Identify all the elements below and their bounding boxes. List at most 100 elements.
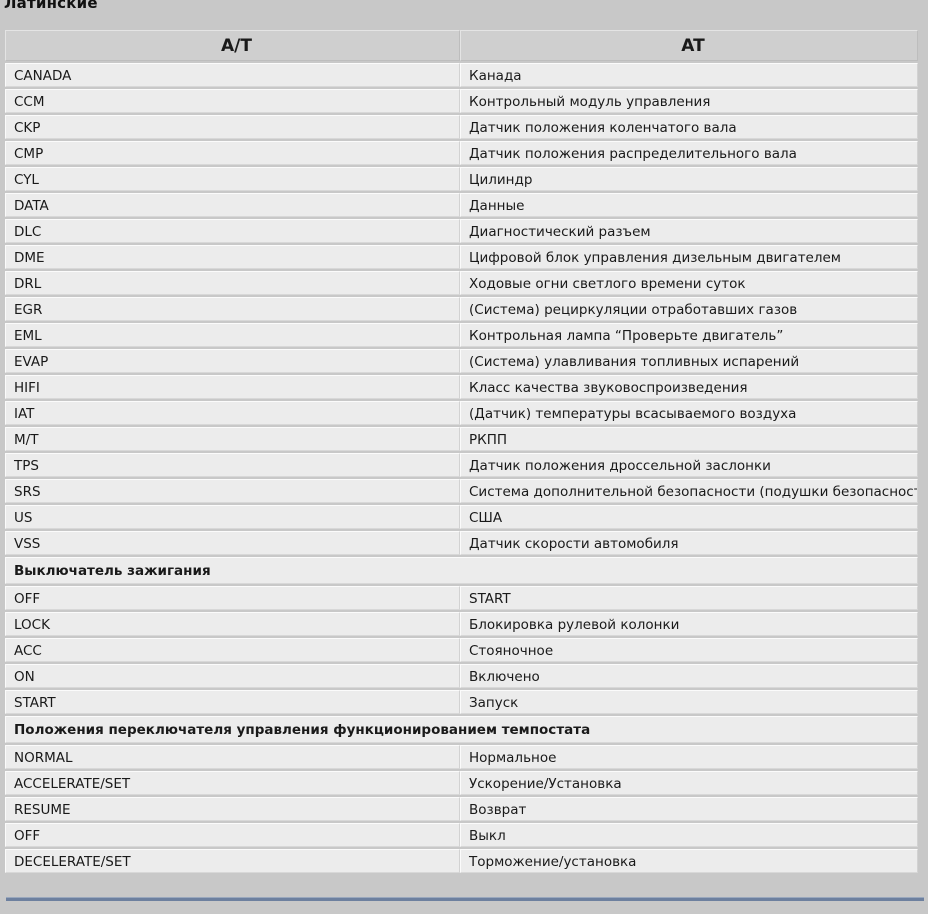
section-header-label: Выключатель зажигания (5, 557, 918, 584)
translation-label: Контрольный модуль управления (460, 89, 918, 113)
term-cell: US (5, 505, 460, 529)
translation-label: Диагностический разъем (460, 219, 918, 243)
term-cell: LOCK (5, 612, 460, 636)
term-cell: DATA (5, 193, 460, 217)
term-cell: OFF (5, 586, 460, 610)
term-label: VSS (5, 531, 460, 555)
term-cell: START (5, 690, 460, 714)
table-row: CCM Контрольный модуль управления (5, 89, 918, 113)
table-header-row: A/T AT (5, 30, 918, 61)
translation-label: Нормальное (460, 745, 918, 769)
term-label: CMP (5, 141, 460, 165)
table-row: DECELERATE/SET Торможение/установка (5, 849, 918, 873)
term-cell: CMP (5, 141, 460, 165)
term-label: ACC (5, 638, 460, 662)
translation-cell: Ускорение/Установка (460, 771, 918, 795)
section-header-row: Выключатель зажигания (5, 557, 918, 584)
translation-label: Выкл (460, 823, 918, 847)
translation-cell: Включено (460, 664, 918, 688)
term-label: DECELERATE/SET (5, 849, 460, 873)
translation-cell: (Система) улавливания топливных испарени… (460, 349, 918, 373)
section-header-cell: Положения переключателя управления функц… (5, 716, 918, 743)
term-label: NORMAL (5, 745, 460, 769)
term-cell: M/T (5, 427, 460, 451)
term-cell: SRS (5, 479, 460, 503)
translation-cell: Цилиндр (460, 167, 918, 191)
term-label: EVAP (5, 349, 460, 373)
translation-label: США (460, 505, 918, 529)
term-label: CANADA (5, 63, 460, 87)
translation-cell: Стояночное (460, 638, 918, 662)
term-cell: EML (5, 323, 460, 347)
translation-label: START (460, 586, 918, 610)
translation-cell: Блокировка рулевой колонки (460, 612, 918, 636)
table-row: ACCELERATE/SET Ускорение/Установка (5, 771, 918, 795)
table-row: LOCK Блокировка рулевой колонки (5, 612, 918, 636)
table-row: CKP Датчик положения коленчатого вала (5, 115, 918, 139)
table-row: M/T РКПП (5, 427, 918, 451)
translation-label: Ускорение/Установка (460, 771, 918, 795)
table-row: ON Включено (5, 664, 918, 688)
section-header-cell: Выключатель зажигания (5, 557, 918, 584)
translation-label: Класс качества звуковоспроизведения (460, 375, 918, 399)
translation-cell: (Система) рециркуляции отработавших газо… (460, 297, 918, 321)
term-cell: CKP (5, 115, 460, 139)
term-cell: ACCELERATE/SET (5, 771, 460, 795)
translation-label: Цифровой блок управления дизельным двига… (460, 245, 918, 269)
table-row: START Запуск (5, 690, 918, 714)
translation-label: Блокировка рулевой колонки (460, 612, 918, 636)
translation-label: (Система) рециркуляции отработавших газо… (460, 297, 918, 321)
translation-cell: Датчик положения дроссельной заслонки (460, 453, 918, 477)
translation-label: (Система) улавливания топливных испарени… (460, 349, 918, 373)
translation-cell: Диагностический разъем (460, 219, 918, 243)
table-row: OFF START (5, 586, 918, 610)
translation-cell: Система дополнительной безопасности (под… (460, 479, 918, 503)
term-cell: OFF (5, 823, 460, 847)
table-row: CYL Цилиндр (5, 167, 918, 191)
term-cell: ON (5, 664, 460, 688)
term-label: DLC (5, 219, 460, 243)
translation-cell: Контрольная лампа “Проверьте двигатель” (460, 323, 918, 347)
table-row: TPS Датчик положения дроссельной заслонки (5, 453, 918, 477)
term-label: OFF (5, 586, 460, 610)
term-cell: CANADA (5, 63, 460, 87)
term-cell: NORMAL (5, 745, 460, 769)
translation-label: РКПП (460, 427, 918, 451)
table-row: ACC Стояночное (5, 638, 918, 662)
column-header-translation-label: AT (460, 30, 918, 61)
translation-cell: Нормальное (460, 745, 918, 769)
term-cell: EVAP (5, 349, 460, 373)
term-cell: HIFI (5, 375, 460, 399)
translation-cell: Данные (460, 193, 918, 217)
term-label: DATA (5, 193, 460, 217)
translation-cell: Ходовые огни светлого времени суток (460, 271, 918, 295)
term-label: M/T (5, 427, 460, 451)
translation-cell: Класс качества звуковоспроизведения (460, 375, 918, 399)
translation-cell: Возврат (460, 797, 918, 821)
term-label: CYL (5, 167, 460, 191)
translation-cell: Датчик скорости автомобиля (460, 531, 918, 555)
table-row: HIFI Класс качества звуковоспроизведения (5, 375, 918, 399)
translation-label: Контрольная лампа “Проверьте двигатель” (460, 323, 918, 347)
table-row: CANADA Канада (5, 63, 918, 87)
term-cell: DRL (5, 271, 460, 295)
table-row: DME Цифровой блок управления дизельным дв… (5, 245, 918, 269)
term-cell: TPS (5, 453, 460, 477)
translation-cell: Торможение/установка (460, 849, 918, 873)
table-row: DLC Диагностический разъем (5, 219, 918, 243)
term-cell: DME (5, 245, 460, 269)
term-label: EML (5, 323, 460, 347)
column-header-term: A/T (5, 30, 460, 61)
table-row: VSS Датчик скорости автомобиля (5, 531, 918, 555)
section-header-label: Положения переключателя управления функц… (5, 716, 918, 743)
term-cell: CYL (5, 167, 460, 191)
table-body: CANADA Канада CCM Контрольный модуль управл… (5, 63, 918, 873)
term-label: TPS (5, 453, 460, 477)
term-cell: EGR (5, 297, 460, 321)
glossary-table: A/T AT CANADA Канада CCM Контрольный модуль… (5, 28, 918, 875)
term-cell: VSS (5, 531, 460, 555)
term-label: CCM (5, 89, 460, 113)
translation-cell: Датчик положения распределительного вала (460, 141, 918, 165)
translation-cell: РКПП (460, 427, 918, 451)
footer-divider-cap (0, 894, 6, 903)
